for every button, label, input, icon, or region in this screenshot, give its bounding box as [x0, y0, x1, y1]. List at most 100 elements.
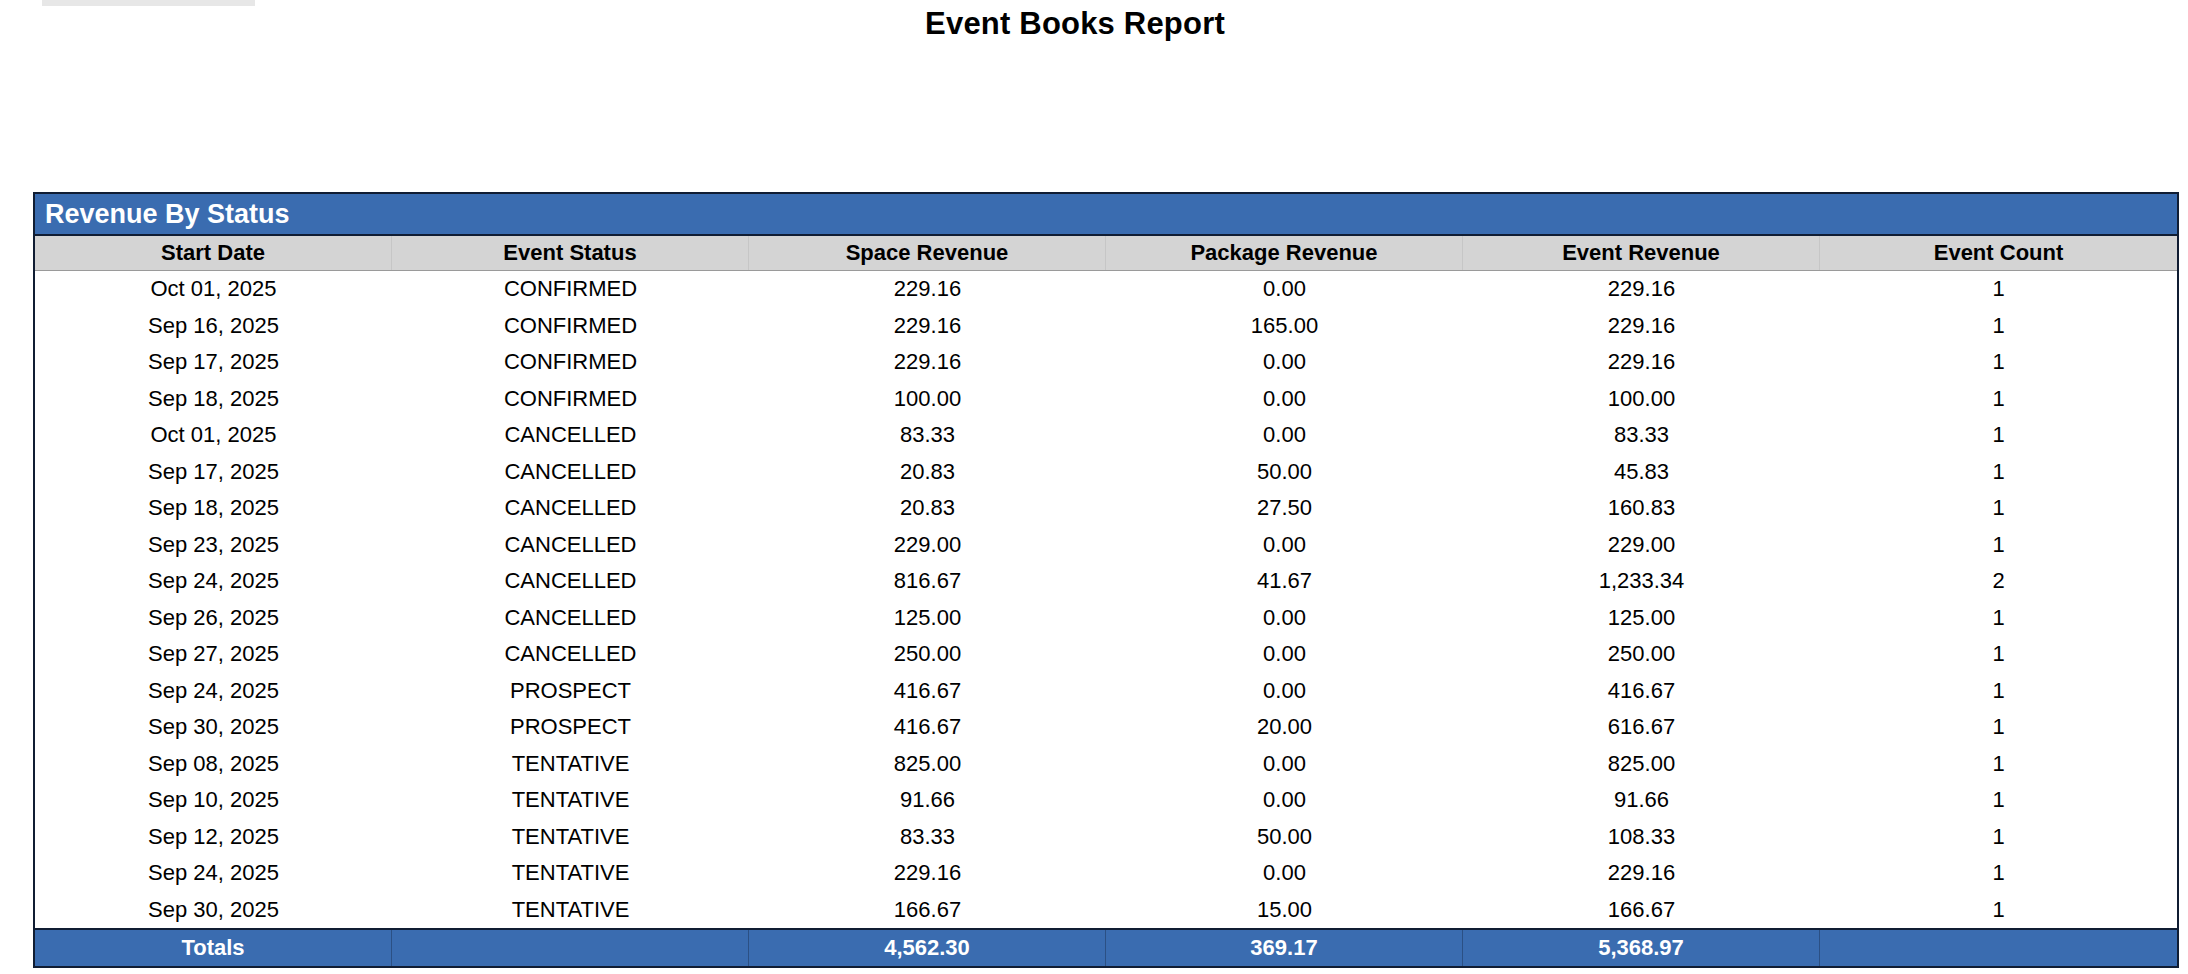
table-section-header: Revenue By Status: [35, 194, 2177, 236]
table-row: Sep 27, 2025 CANCELLED 250.00 0.00 250.0…: [35, 636, 2177, 673]
cell-space-revenue: 229.16: [749, 308, 1106, 345]
table-row: Sep 12, 2025 TENTATIVE 83.33 50.00 108.3…: [35, 819, 2177, 856]
cell-space-revenue: 20.83: [749, 490, 1106, 527]
cell-package-revenue: 0.00: [1106, 417, 1463, 454]
cell-event-count: 1: [1820, 490, 2177, 527]
cell-event-status: CANCELLED: [392, 454, 749, 491]
cell-event-count: 1: [1820, 381, 2177, 418]
cell-start-date: Sep 18, 2025: [35, 381, 392, 418]
cell-event-status: CONFIRMED: [392, 271, 749, 308]
cell-package-revenue: 27.50: [1106, 490, 1463, 527]
totals-event-status: [392, 930, 749, 966]
cell-space-revenue: 125.00: [749, 600, 1106, 637]
table-row: Sep 17, 2025 CONFIRMED 229.16 0.00 229.1…: [35, 344, 2177, 381]
cell-event-status: CANCELLED: [392, 417, 749, 454]
cell-space-revenue: 229.00: [749, 527, 1106, 564]
cell-event-status: CONFIRMED: [392, 308, 749, 345]
cell-space-revenue: 83.33: [749, 417, 1106, 454]
cell-start-date: Sep 30, 2025: [35, 709, 392, 746]
cell-event-count: 1: [1820, 636, 2177, 673]
cell-package-revenue: 41.67: [1106, 563, 1463, 600]
cell-event-count: 1: [1820, 454, 2177, 491]
cell-start-date: Sep 30, 2025: [35, 892, 392, 929]
cell-start-date: Sep 17, 2025: [35, 344, 392, 381]
cell-event-status: CANCELLED: [392, 636, 749, 673]
cell-event-revenue: 100.00: [1463, 381, 1820, 418]
cell-event-status: CANCELLED: [392, 490, 749, 527]
table-row: Sep 17, 2025 CANCELLED 20.83 50.00 45.83…: [35, 454, 2177, 491]
cell-start-date: Sep 24, 2025: [35, 563, 392, 600]
cell-package-revenue: 0.00: [1106, 746, 1463, 783]
cell-start-date: Sep 18, 2025: [35, 490, 392, 527]
totals-space-revenue: 4,562.30: [749, 930, 1106, 966]
cell-start-date: Sep 17, 2025: [35, 454, 392, 491]
table-row: Sep 24, 2025 TENTATIVE 229.16 0.00 229.1…: [35, 855, 2177, 892]
cell-space-revenue: 825.00: [749, 746, 1106, 783]
cell-start-date: Oct 01, 2025: [35, 271, 392, 308]
column-header: Package Revenue: [1106, 236, 1463, 270]
cell-event-status: PROSPECT: [392, 709, 749, 746]
column-header: Event Status: [392, 236, 749, 270]
revenue-by-status-table: Revenue By Status Start Date Event Statu…: [33, 192, 2179, 968]
cell-package-revenue: 20.00: [1106, 709, 1463, 746]
cell-event-status: TENTATIVE: [392, 819, 749, 856]
cell-package-revenue: 0.00: [1106, 636, 1463, 673]
cell-start-date: Sep 24, 2025: [35, 673, 392, 710]
cell-package-revenue: 0.00: [1106, 271, 1463, 308]
cell-event-revenue: 229.16: [1463, 344, 1820, 381]
cell-event-revenue: 250.00: [1463, 636, 1820, 673]
cell-event-status: CANCELLED: [392, 600, 749, 637]
cell-start-date: Sep 27, 2025: [35, 636, 392, 673]
cell-event-count: 1: [1820, 819, 2177, 856]
table-row: Sep 18, 2025 CONFIRMED 100.00 0.00 100.0…: [35, 381, 2177, 418]
cell-event-count: 1: [1820, 271, 2177, 308]
cell-space-revenue: 229.16: [749, 344, 1106, 381]
cell-space-revenue: 416.67: [749, 709, 1106, 746]
cell-space-revenue: 416.67: [749, 673, 1106, 710]
table-row: Sep 24, 2025 CANCELLED 816.67 41.67 1,23…: [35, 563, 2177, 600]
table-body: Oct 01, 2025 CONFIRMED 229.16 0.00 229.1…: [35, 271, 2177, 928]
totals-package-revenue: 369.17: [1106, 930, 1463, 966]
table-row: Sep 24, 2025 PROSPECT 416.67 0.00 416.67…: [35, 673, 2177, 710]
totals-event-count: [1820, 930, 2177, 966]
cell-event-count: 1: [1820, 344, 2177, 381]
cell-event-revenue: 160.83: [1463, 490, 1820, 527]
cell-event-revenue: 229.00: [1463, 527, 1820, 564]
cell-event-count: 1: [1820, 892, 2177, 929]
cell-event-revenue: 229.16: [1463, 271, 1820, 308]
cell-package-revenue: 0.00: [1106, 782, 1463, 819]
cell-event-count: 1: [1820, 417, 2177, 454]
cell-package-revenue: 0.00: [1106, 527, 1463, 564]
table-row: Sep 23, 2025 CANCELLED 229.00 0.00 229.0…: [35, 527, 2177, 564]
cell-event-count: 1: [1820, 855, 2177, 892]
cell-event-count: 1: [1820, 709, 2177, 746]
table-totals-row: Totals 4,562.30 369.17 5,368.97: [35, 928, 2177, 966]
cell-start-date: Sep 26, 2025: [35, 600, 392, 637]
cell-event-revenue: 825.00: [1463, 746, 1820, 783]
cell-event-revenue: 1,233.34: [1463, 563, 1820, 600]
table-row: Sep 26, 2025 CANCELLED 125.00 0.00 125.0…: [35, 600, 2177, 637]
cell-start-date: Sep 23, 2025: [35, 527, 392, 564]
cell-space-revenue: 166.67: [749, 892, 1106, 929]
cell-event-status: CONFIRMED: [392, 344, 749, 381]
cell-event-status: CONFIRMED: [392, 381, 749, 418]
report-title: Event Books Report: [0, 6, 2150, 42]
cell-package-revenue: 50.00: [1106, 819, 1463, 856]
cell-start-date: Sep 16, 2025: [35, 308, 392, 345]
cell-package-revenue: 15.00: [1106, 892, 1463, 929]
cell-start-date: Sep 12, 2025: [35, 819, 392, 856]
cell-event-status: CANCELLED: [392, 563, 749, 600]
totals-label: Totals: [35, 930, 392, 966]
cell-package-revenue: 50.00: [1106, 454, 1463, 491]
cell-start-date: Sep 24, 2025: [35, 855, 392, 892]
cell-package-revenue: 0.00: [1106, 344, 1463, 381]
table-row: Oct 01, 2025 CONFIRMED 229.16 0.00 229.1…: [35, 271, 2177, 308]
cell-event-count: 2: [1820, 563, 2177, 600]
cell-event-status: TENTATIVE: [392, 855, 749, 892]
table-header-row: Start Date Event Status Space Revenue Pa…: [35, 236, 2177, 271]
cell-space-revenue: 83.33: [749, 819, 1106, 856]
cell-package-revenue: 165.00: [1106, 308, 1463, 345]
cell-space-revenue: 816.67: [749, 563, 1106, 600]
cell-space-revenue: 91.66: [749, 782, 1106, 819]
cell-event-status: TENTATIVE: [392, 746, 749, 783]
